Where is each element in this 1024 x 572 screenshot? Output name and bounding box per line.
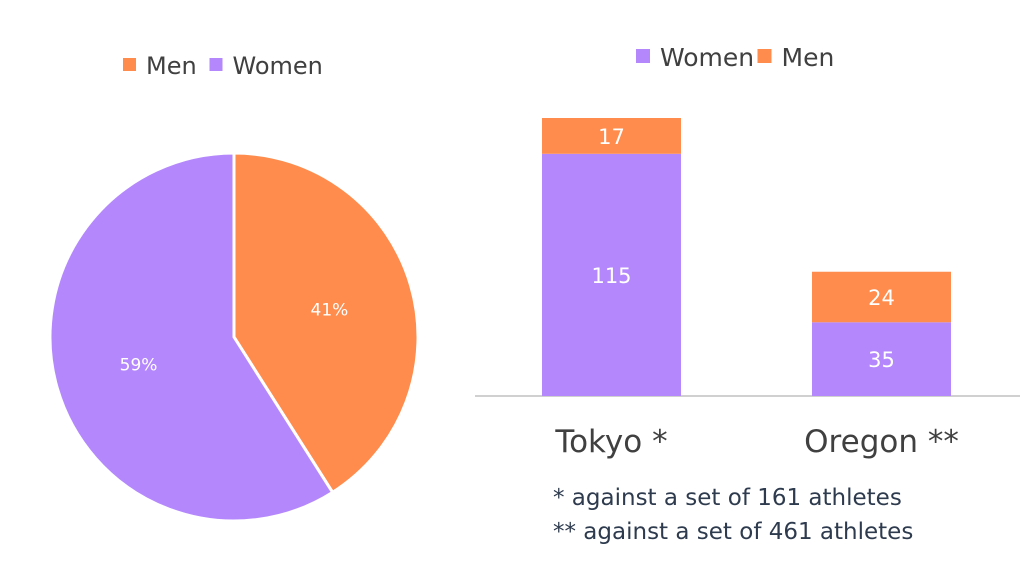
- bar-tokyo-women: [542, 153, 681, 396]
- bar-data-label-oregon-men: 24: [868, 286, 895, 310]
- bar-legend-swatch-men: [757, 49, 772, 63]
- bar-category-label-tokyo: Tokyo *: [554, 424, 667, 460]
- bar-oregon-women: [812, 322, 951, 396]
- oregon-footnote: ** against a set of 461 athletes: [553, 519, 914, 545]
- tokyo-footnote: * against a set of 161 athletes: [553, 485, 902, 511]
- pie-data-label-men: 41%: [311, 300, 349, 320]
- pie-legend-swatch-men: [123, 58, 136, 71]
- bar-legend-swatch-women: [636, 49, 650, 63]
- bar-data-label-tokyo-women: 115: [591, 264, 631, 288]
- pie-data-label-women: 59%: [120, 356, 158, 376]
- pie-legend-label-women: Women: [233, 52, 323, 80]
- pie-slice-women: [48, 151, 335, 523]
- bar-legend-label-women: Women: [660, 43, 754, 72]
- bar-tokyo-men: [542, 118, 681, 154]
- bar-data-label-oregon-women: 35: [868, 348, 895, 372]
- bar-oregon-men: [812, 271, 951, 323]
- bar-category-label-oregon: Oregon **: [804, 424, 959, 460]
- bar-data-label-tokyo-men: 17: [598, 125, 625, 149]
- pie-legend-label-men: Men: [146, 52, 197, 80]
- bar-legend-label-men: Men: [782, 43, 835, 72]
- pie-legend-swatch-women: [209, 58, 223, 71]
